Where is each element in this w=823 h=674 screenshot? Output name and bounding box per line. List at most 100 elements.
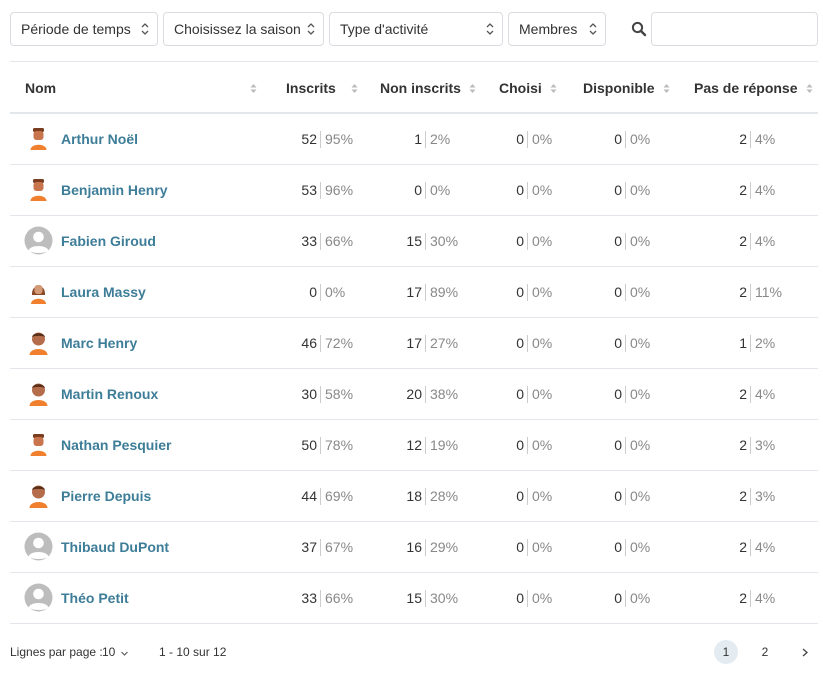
not-registered-percent: 29% bbox=[430, 539, 459, 555]
available-cell: 0 0% bbox=[582, 318, 650, 368]
no-answer-count: 2 bbox=[739, 539, 747, 555]
divider bbox=[320, 130, 321, 148]
registered-percent: 72% bbox=[325, 335, 354, 351]
pagination-bar: Lignes par page : 10 1 - 10 sur 12 1 2 bbox=[10, 638, 818, 666]
divider bbox=[750, 232, 751, 250]
available-cell: 0 0% bbox=[582, 573, 650, 623]
member-name-link[interactable]: Benjamin Henry bbox=[61, 182, 168, 198]
no-answer-cell: 2 4% bbox=[707, 165, 775, 215]
chosen-count: 0 bbox=[516, 335, 524, 351]
table-row: Benjamin Henry 53 96% 0 0% 0 0% 0 0% 2 4% bbox=[10, 165, 818, 216]
table-row: Fabien Giroud 33 66% 15 30% 0 0% 0 0% 2 4% bbox=[10, 216, 818, 267]
no-answer-percent: 2% bbox=[755, 335, 776, 351]
column-header-not-registered[interactable]: Non inscrits bbox=[380, 62, 476, 114]
member-name-link[interactable]: Laura Massy bbox=[61, 284, 146, 300]
registered-count: 52 bbox=[301, 131, 317, 147]
sort-icon bbox=[351, 83, 358, 93]
divider bbox=[527, 181, 528, 199]
divider bbox=[750, 436, 751, 454]
no-answer-percent: 4% bbox=[755, 131, 776, 147]
divider bbox=[527, 538, 528, 556]
search-icon[interactable] bbox=[631, 21, 647, 37]
available-count: 0 bbox=[614, 437, 622, 453]
registered-cell: 44 69% bbox=[277, 471, 353, 521]
not-registered-cell: 15 30% bbox=[382, 573, 458, 623]
available-cell: 0 0% bbox=[582, 114, 650, 164]
divider bbox=[750, 385, 751, 403]
divider bbox=[625, 283, 626, 301]
period-select[interactable]: Période de temps bbox=[10, 12, 158, 46]
table-body: Arthur Noël 52 95% 1 2% 0 0% 0 0% 2 4% Benjamin Hen… bbox=[10, 114, 818, 624]
page-1-button[interactable]: 1 bbox=[714, 640, 738, 664]
member-name-link[interactable]: Théo Petit bbox=[61, 590, 129, 606]
search-input[interactable] bbox=[651, 12, 818, 46]
available-percent: 0% bbox=[630, 233, 651, 249]
registered-percent: 0% bbox=[325, 284, 346, 300]
next-page-button[interactable] bbox=[793, 640, 817, 664]
column-header-name[interactable]: Nom bbox=[25, 62, 257, 114]
registered-cell: 50 78% bbox=[277, 420, 353, 470]
member-name-link[interactable]: Thibaud DuPont bbox=[61, 539, 170, 555]
not-registered-count: 17 bbox=[406, 284, 422, 300]
no-answer-percent: 4% bbox=[755, 386, 776, 402]
not-registered-count: 15 bbox=[406, 233, 422, 249]
column-header-chosen[interactable]: Choisi bbox=[499, 62, 557, 114]
no-answer-cell: 2 4% bbox=[707, 114, 775, 164]
activity-type-select[interactable]: Type d'activité bbox=[329, 12, 503, 46]
no-answer-percent: 3% bbox=[755, 437, 776, 453]
registered-percent: 69% bbox=[325, 488, 354, 504]
rows-per-page-select[interactable]: 10 bbox=[102, 645, 128, 659]
avatar bbox=[24, 328, 53, 357]
season-select-label: Choisissez la saison bbox=[174, 21, 301, 37]
available-cell: 0 0% bbox=[582, 216, 650, 266]
divider bbox=[320, 283, 321, 301]
divider bbox=[527, 130, 528, 148]
updown-chevron-icon bbox=[589, 23, 597, 35]
divider bbox=[750, 334, 751, 352]
available-count: 0 bbox=[614, 131, 622, 147]
chosen-count: 0 bbox=[516, 131, 524, 147]
registered-count: 0 bbox=[309, 284, 317, 300]
sort-icon bbox=[663, 83, 670, 93]
divider bbox=[750, 130, 751, 148]
filter-bar: Période de temps Choisissez la saison Ty… bbox=[10, 12, 818, 46]
not-registered-count: 15 bbox=[406, 590, 422, 606]
member-name-link[interactable]: Pierre Depuis bbox=[61, 488, 152, 504]
divider bbox=[425, 130, 426, 148]
chevron-right-icon bbox=[802, 648, 808, 656]
table-row: Laura Massy 0 0% 17 89% 0 0% 0 0% 2 11% bbox=[10, 267, 818, 318]
registered-percent: 78% bbox=[325, 437, 354, 453]
no-answer-cell: 2 4% bbox=[707, 216, 775, 266]
member-name-link[interactable]: Martin Renoux bbox=[61, 386, 159, 402]
member-name-link[interactable]: Nathan Pesquier bbox=[61, 437, 172, 453]
available-cell: 0 0% bbox=[582, 267, 650, 317]
chosen-cell: 0 0% bbox=[484, 114, 552, 164]
season-select[interactable]: Choisissez la saison bbox=[163, 12, 324, 46]
no-answer-cell: 2 3% bbox=[707, 420, 775, 470]
available-count: 0 bbox=[614, 590, 622, 606]
member-name-link[interactable]: Fabien Giroud bbox=[61, 233, 156, 249]
column-header-name-label: Nom bbox=[25, 80, 57, 96]
chosen-percent: 0% bbox=[532, 335, 553, 351]
column-header-registered[interactable]: Inscrits bbox=[286, 62, 358, 114]
chosen-percent: 0% bbox=[532, 539, 553, 555]
column-header-not-registered-label: Non inscrits bbox=[380, 80, 461, 96]
divider bbox=[527, 334, 528, 352]
member-name-link[interactable]: Marc Henry bbox=[61, 335, 138, 351]
chosen-count: 0 bbox=[516, 488, 524, 504]
divider bbox=[320, 232, 321, 250]
column-header-available[interactable]: Disponible bbox=[583, 62, 670, 114]
divider bbox=[425, 538, 426, 556]
registered-cell: 37 67% bbox=[277, 522, 353, 572]
members-select[interactable]: Membres bbox=[508, 12, 606, 46]
avatar bbox=[24, 175, 53, 204]
column-header-no-answer[interactable]: Pas de réponse bbox=[694, 62, 813, 114]
member-name-link[interactable]: Arthur Noël bbox=[61, 131, 138, 147]
available-percent: 0% bbox=[630, 386, 651, 402]
divider bbox=[320, 385, 321, 403]
divider bbox=[320, 181, 321, 199]
chosen-percent: 0% bbox=[532, 386, 553, 402]
no-answer-percent: 4% bbox=[755, 539, 776, 555]
page-2-button[interactable]: 2 bbox=[753, 640, 777, 664]
not-registered-cell: 16 29% bbox=[382, 522, 458, 572]
